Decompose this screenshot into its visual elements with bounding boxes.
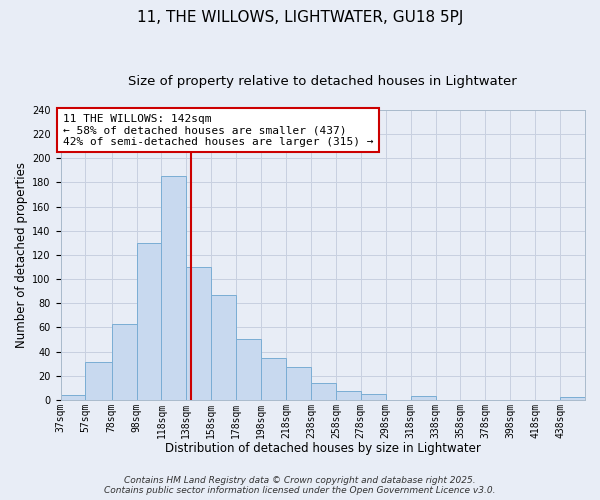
Bar: [211, 295, 236, 400]
X-axis label: Distribution of detached houses by size in Lightwater: Distribution of detached houses by size …: [165, 442, 481, 455]
Bar: [187, 267, 211, 400]
Bar: [261, 358, 286, 400]
Text: 11, THE WILLOWS, LIGHTWATER, GU18 5PJ: 11, THE WILLOWS, LIGHTWATER, GU18 5PJ: [137, 10, 463, 25]
Bar: [112, 324, 137, 400]
Bar: [336, 392, 361, 400]
Text: 11 THE WILLOWS: 142sqm
← 58% of detached houses are smaller (437)
42% of semi-de: 11 THE WILLOWS: 142sqm ← 58% of detached…: [63, 114, 374, 147]
Bar: [560, 398, 585, 400]
Y-axis label: Number of detached properties: Number of detached properties: [15, 162, 28, 348]
Bar: [236, 340, 261, 400]
Bar: [410, 396, 436, 400]
Bar: [161, 176, 187, 400]
Title: Size of property relative to detached houses in Lightwater: Size of property relative to detached ho…: [128, 75, 517, 88]
Bar: [137, 243, 161, 400]
Text: Contains HM Land Registry data © Crown copyright and database right 2025.
Contai: Contains HM Land Registry data © Crown c…: [104, 476, 496, 495]
Bar: [311, 383, 336, 400]
Bar: [61, 395, 85, 400]
Bar: [361, 394, 386, 400]
Bar: [85, 362, 112, 400]
Bar: [286, 367, 311, 400]
